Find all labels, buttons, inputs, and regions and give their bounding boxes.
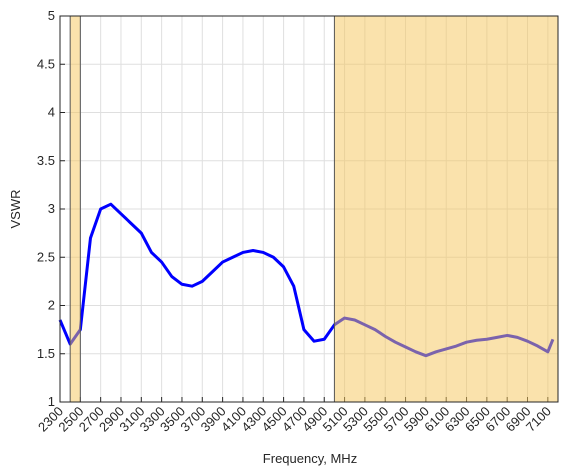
- y-tick-label: 1.5: [37, 346, 55, 361]
- y-tick-label: 3.5: [37, 153, 55, 168]
- y-tick-label: 1: [48, 394, 55, 409]
- y-tick-label: 4.5: [37, 56, 55, 71]
- x-axis-label: Frequency, MHz: [263, 451, 357, 466]
- y-tick-label: 2.5: [37, 249, 55, 264]
- y-tick-label: 4: [48, 105, 55, 120]
- y-tick-label: 3: [48, 201, 55, 216]
- y-axis-label: VSWR: [8, 190, 23, 229]
- band: [69, 15, 81, 403]
- band: [333, 15, 559, 403]
- y-tick-label: 2: [48, 298, 55, 313]
- y-tick-label: 5: [48, 8, 55, 23]
- axes-box: [59, 15, 559, 403]
